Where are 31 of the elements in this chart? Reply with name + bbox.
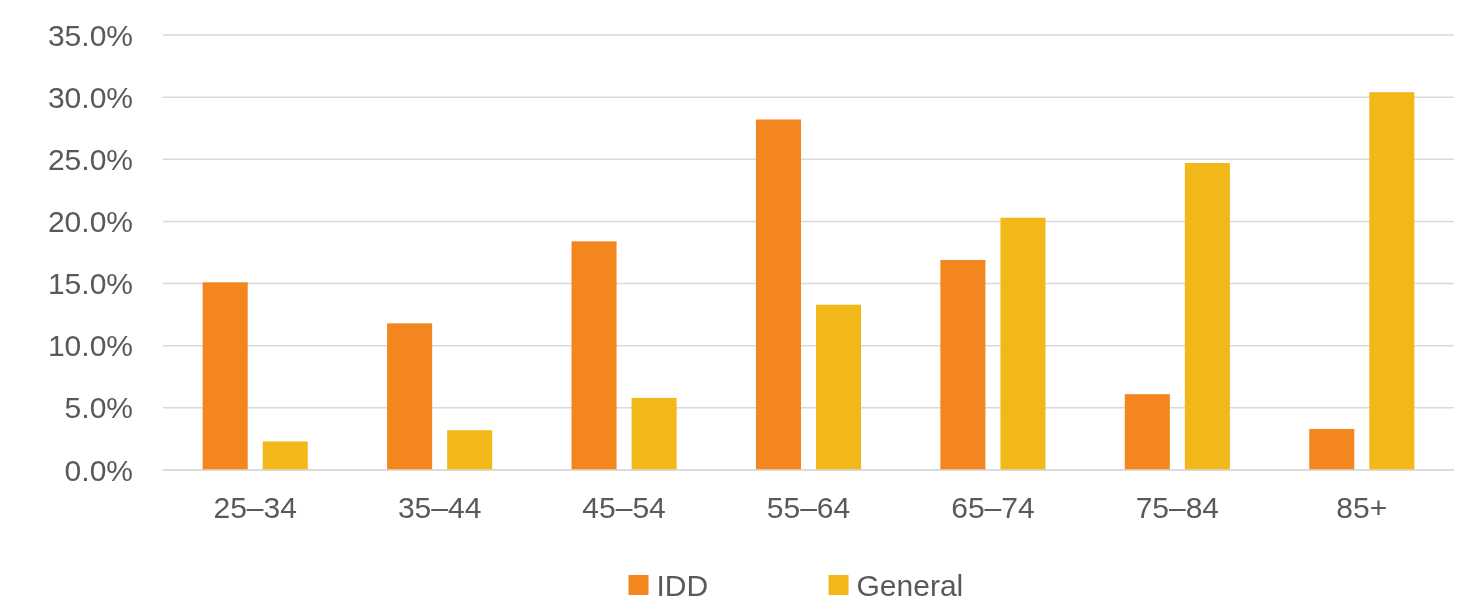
bar [202, 282, 248, 470]
x-tick-label: 75–84 [1135, 491, 1220, 524]
y-tick-label: 25.0% [47, 142, 133, 176]
y-tick-label: 0.0% [64, 453, 133, 487]
bar [1124, 394, 1170, 470]
y-tick-label: 20.0% [47, 204, 133, 238]
bar [755, 119, 801, 470]
legend-label: General [856, 568, 964, 602]
y-tick-label: 35.0% [47, 18, 133, 52]
bar [262, 441, 308, 470]
bar [816, 304, 862, 470]
bar [1309, 428, 1355, 470]
y-tick-label: 15.0% [47, 267, 133, 301]
legend-label: IDD [656, 568, 709, 602]
x-tick-label: 45–54 [582, 491, 666, 524]
bar [1369, 92, 1415, 470]
x-tick-label: 85+ [1336, 491, 1388, 524]
bar [631, 397, 677, 470]
x-tick-label: 25–34 [213, 491, 297, 524]
y-tick-label: 30.0% [47, 80, 133, 114]
bar [447, 430, 493, 470]
x-tick-label: 65–74 [951, 491, 1035, 524]
x-tick-label: 55–64 [766, 491, 851, 524]
x-tick-label: 35–44 [397, 491, 482, 524]
y-tick-label: 10.0% [47, 329, 133, 363]
bar [1000, 217, 1046, 470]
bar [940, 259, 986, 470]
bar [1184, 163, 1230, 470]
bar [387, 323, 433, 470]
bar [571, 241, 617, 470]
y-tick-label: 5.0% [64, 391, 133, 425]
